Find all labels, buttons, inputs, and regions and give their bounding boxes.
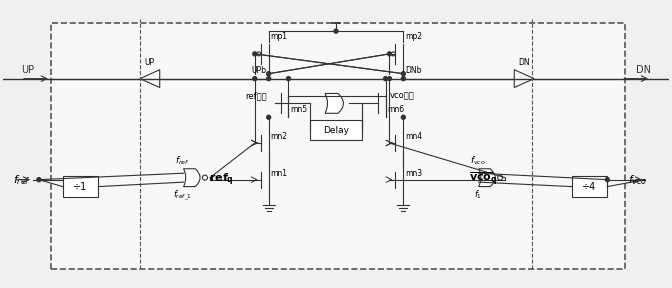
Text: Delay: Delay [323, 126, 349, 134]
Text: UPb: UPb [252, 66, 267, 75]
Circle shape [267, 72, 271, 76]
Text: mp2: mp2 [405, 32, 422, 41]
Text: ÷1: ÷1 [73, 182, 87, 192]
Text: DNb: DNb [405, 66, 422, 75]
Text: mn2: mn2 [271, 132, 288, 141]
Text: $f_{vco}$: $f_{vco}$ [628, 173, 647, 187]
Text: $\mathbf{ref_q}$: $\mathbf{ref_q}$ [209, 171, 234, 188]
PathPatch shape [478, 169, 495, 187]
PathPatch shape [183, 169, 200, 187]
Text: UP: UP [144, 58, 155, 67]
Bar [51, 23, 625, 269]
Text: $f_{vco}$: $f_{vco}$ [470, 154, 486, 167]
Circle shape [401, 77, 405, 81]
Text: $\mathbf{\overline{vco}_q}$: $\mathbf{\overline{vco}_q}$ [469, 171, 497, 188]
Circle shape [37, 178, 41, 182]
Circle shape [253, 77, 257, 81]
Text: $f_{ref}$: $f_{ref}$ [175, 154, 190, 167]
Bar [62, 176, 98, 198]
Text: mn1: mn1 [271, 169, 288, 178]
Text: mn4: mn4 [405, 132, 423, 141]
Circle shape [257, 52, 261, 56]
Text: mn5: mn5 [290, 105, 308, 114]
Text: vco下拉: vco下拉 [390, 91, 414, 100]
Circle shape [384, 77, 388, 81]
Circle shape [267, 77, 271, 81]
Circle shape [401, 115, 405, 119]
Circle shape [253, 52, 257, 56]
Text: DN: DN [518, 58, 530, 67]
Text: mp1: mp1 [271, 32, 288, 41]
Text: UP: UP [21, 65, 34, 75]
Circle shape [401, 72, 405, 76]
PathPatch shape [325, 94, 343, 113]
Text: $f_1$: $f_1$ [474, 189, 482, 201]
Text: ÷4: ÷4 [583, 182, 597, 192]
Circle shape [498, 175, 503, 180]
Circle shape [392, 52, 395, 56]
Circle shape [388, 52, 392, 56]
Circle shape [286, 77, 290, 81]
Bar [572, 176, 607, 198]
Text: mn6: mn6 [388, 105, 405, 114]
Circle shape [334, 29, 338, 33]
Text: $f_{ref}$: $f_{ref}$ [13, 173, 31, 187]
Circle shape [267, 115, 271, 119]
Bar [310, 120, 362, 140]
Circle shape [388, 77, 392, 81]
Text: mn3: mn3 [405, 169, 423, 178]
Text: ref下拉: ref下拉 [245, 91, 267, 100]
Text: DN: DN [636, 65, 651, 75]
Circle shape [605, 178, 610, 182]
Text: $f_{ref\_1}$: $f_{ref\_1}$ [173, 189, 192, 203]
Circle shape [202, 175, 208, 180]
